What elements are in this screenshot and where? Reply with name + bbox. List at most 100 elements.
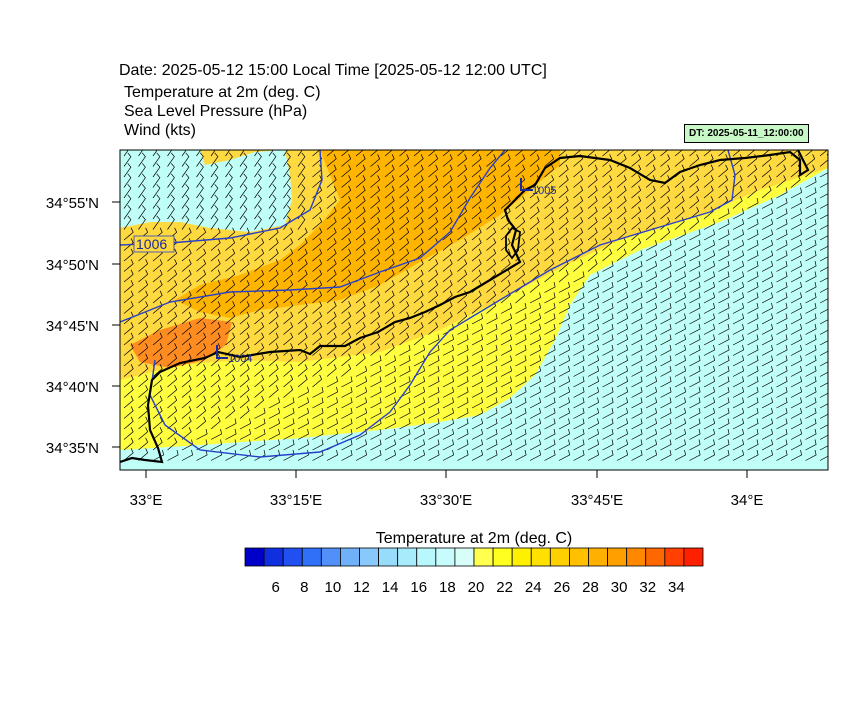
wind-barb bbox=[196, 374, 207, 388]
wind-barb bbox=[428, 397, 440, 409]
wind-barb bbox=[500, 355, 513, 367]
wind-barb bbox=[747, 239, 759, 251]
wind-barb bbox=[616, 313, 629, 325]
wind-barb bbox=[747, 208, 759, 220]
cool-zone-northwest bbox=[120, 150, 292, 232]
wind-barb bbox=[225, 364, 236, 377]
wind-barb bbox=[297, 343, 308, 356]
wind-barb bbox=[558, 150, 567, 157]
wind-barb bbox=[689, 428, 701, 440]
wind-barb bbox=[254, 374, 265, 388]
wind-barb bbox=[326, 259, 337, 272]
wind-barb bbox=[254, 290, 265, 304]
colorbar-swatch bbox=[664, 547, 685, 567]
wind-barb bbox=[819, 224, 828, 230]
wind-barb bbox=[167, 427, 178, 440]
wind-barb bbox=[645, 407, 658, 419]
wind-barb bbox=[370, 311, 381, 325]
wind-barb bbox=[747, 197, 759, 209]
wind-barb bbox=[210, 406, 221, 419]
wind-barb bbox=[196, 428, 208, 440]
wind-barb bbox=[370, 449, 382, 461]
colorbar-swatch bbox=[301, 547, 322, 567]
wind-barb bbox=[254, 428, 266, 440]
wind-barb bbox=[718, 164, 729, 178]
wind-barb bbox=[732, 196, 743, 209]
wind-barb bbox=[587, 206, 598, 220]
wind-barb bbox=[196, 364, 207, 377]
wind-barb bbox=[225, 439, 237, 451]
wind-barb bbox=[471, 439, 484, 451]
wind-barb bbox=[210, 416, 221, 430]
wind-barb bbox=[413, 269, 424, 283]
wind-barb bbox=[152, 215, 161, 230]
wind-barb bbox=[442, 449, 455, 461]
wind-barb bbox=[297, 259, 308, 272]
wind-barb bbox=[587, 439, 600, 451]
wind-barb bbox=[196, 322, 207, 335]
wind-barb bbox=[529, 164, 540, 178]
wind-barb bbox=[544, 418, 556, 430]
wind-barb bbox=[442, 259, 453, 272]
wind-barb bbox=[500, 386, 513, 398]
wind-barb bbox=[544, 238, 555, 251]
wind-barb bbox=[297, 439, 310, 451]
wind-barb bbox=[674, 313, 687, 325]
wind-barb bbox=[312, 332, 323, 346]
wind-barb bbox=[283, 428, 295, 440]
wind-barb bbox=[413, 322, 424, 335]
lat-tick-label: 34°55'N bbox=[46, 195, 99, 212]
wind-barb bbox=[486, 418, 498, 430]
wind-barb bbox=[529, 344, 542, 356]
wind-barb bbox=[718, 292, 730, 304]
wind-barb bbox=[384, 248, 395, 262]
wind-barb bbox=[747, 292, 759, 304]
wind-barb bbox=[152, 395, 163, 409]
wind-barb bbox=[573, 271, 585, 283]
wind-barb bbox=[399, 175, 410, 188]
wind-barb bbox=[341, 248, 352, 262]
wind-barb bbox=[355, 175, 366, 188]
wind-barb bbox=[283, 238, 294, 251]
wind-barb bbox=[312, 217, 323, 230]
wind-barb bbox=[645, 334, 658, 346]
colorbar-tick-label: 26 bbox=[554, 579, 571, 596]
wind-barb bbox=[805, 418, 817, 430]
wind-barb bbox=[399, 449, 411, 461]
wind-barb bbox=[138, 215, 146, 230]
wind-barb bbox=[152, 322, 163, 335]
wind-barb bbox=[558, 175, 569, 188]
wind-barb bbox=[776, 208, 788, 220]
wind-barb bbox=[602, 407, 614, 419]
wind-barb bbox=[674, 397, 687, 409]
wind-barb bbox=[645, 175, 656, 188]
wind-barb bbox=[486, 428, 498, 440]
wind-barb bbox=[732, 271, 745, 283]
wind-barb bbox=[254, 311, 265, 325]
wind-barb bbox=[805, 208, 817, 220]
wind-barb bbox=[239, 332, 250, 346]
wind-barb bbox=[268, 418, 281, 430]
wind-barb bbox=[747, 344, 759, 356]
wind-barb bbox=[370, 227, 381, 241]
colorbar-swatch bbox=[359, 547, 379, 567]
wind-barb bbox=[645, 154, 656, 167]
wind-barb bbox=[268, 269, 279, 283]
wind-barb bbox=[413, 449, 426, 461]
lon-tick-label: 33°E bbox=[130, 492, 163, 509]
wind-barb bbox=[428, 164, 439, 178]
wind-barb bbox=[457, 154, 468, 167]
wind-barb bbox=[544, 164, 555, 178]
wind-barb bbox=[747, 428, 759, 440]
wind-barb bbox=[805, 150, 814, 157]
wind-barb bbox=[254, 215, 262, 230]
wind-barb bbox=[225, 374, 236, 388]
wind-barb bbox=[819, 361, 828, 367]
wind-barb bbox=[500, 449, 513, 461]
wind-barb bbox=[196, 259, 207, 272]
lon-tick-label: 33°15'E bbox=[270, 492, 322, 509]
wind-barb bbox=[471, 238, 482, 251]
wind-barb bbox=[326, 322, 337, 335]
wind-barb bbox=[239, 343, 250, 356]
wind-barb bbox=[196, 215, 204, 230]
